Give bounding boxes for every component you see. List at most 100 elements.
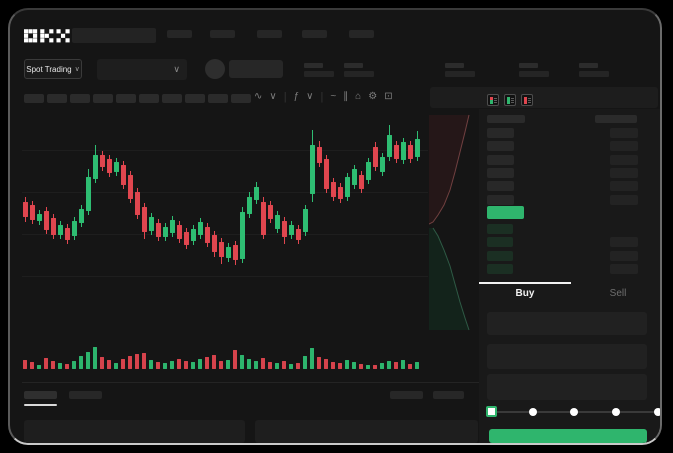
- slider-stop[interactable]: [570, 408, 579, 416]
- timeframe-button[interactable]: [208, 94, 228, 103]
- bid-row-amount[interactable]: [610, 237, 638, 247]
- candle: [261, 202, 266, 235]
- bid-row-price[interactable]: [487, 251, 513, 261]
- nav-item[interactable]: [349, 30, 374, 38]
- bottom-tab-underline: [24, 404, 57, 406]
- orderbook-buy-view-icon[interactable]: [504, 94, 516, 106]
- ask-row-price[interactable]: [487, 181, 514, 191]
- slider-stop[interactable]: [528, 408, 537, 416]
- app-window: Spot Trading ∨ ∨ ∿ ∨ | ƒ ∨ | ~ ∥ ⌂ ⚙ ⊡: [8, 8, 662, 445]
- candle: [282, 221, 287, 237]
- ask-row-price[interactable]: [487, 168, 514, 178]
- ask-row-amount[interactable]: [610, 168, 638, 178]
- bottom-action-placeholder[interactable]: [433, 391, 464, 399]
- volume-bar: [198, 359, 202, 369]
- chevron-down-icon[interactable]: ∨: [306, 91, 314, 102]
- ask-row-price[interactable]: [487, 155, 514, 165]
- ask-row-amount[interactable]: [610, 195, 638, 205]
- timeframe-button[interactable]: [24, 94, 44, 103]
- volume-bar: [72, 361, 76, 369]
- candle: [380, 157, 385, 172]
- volume-bar: [373, 365, 377, 369]
- ask-row-amount[interactable]: [610, 155, 638, 165]
- avatar[interactable]: [205, 59, 225, 79]
- volume-bar: [268, 362, 272, 369]
- depth-bids-line: [432, 227, 470, 331]
- timeframe-toolbar: [24, 94, 251, 103]
- timeframe-button[interactable]: [70, 94, 90, 103]
- pair-select[interactable]: ∨: [97, 59, 187, 80]
- account-placeholder[interactable]: [229, 60, 283, 78]
- orderbook-split-view-icon[interactable]: [487, 94, 499, 106]
- candle: [345, 177, 350, 197]
- candle: [30, 205, 35, 220]
- bid-row-price[interactable]: [487, 264, 513, 274]
- amount-input[interactable]: [487, 344, 647, 369]
- timeframe-button[interactable]: [185, 94, 205, 103]
- market-type-selector[interactable]: Spot Trading ∨: [24, 59, 82, 79]
- ask-row-price[interactable]: [487, 128, 514, 138]
- nav-item[interactable]: [257, 30, 282, 38]
- ask-row-amount[interactable]: [610, 181, 638, 191]
- timeframe-button[interactable]: [47, 94, 67, 103]
- orderbook-amount-header: [595, 115, 637, 123]
- timeframe-button[interactable]: [116, 94, 136, 103]
- ticker-stat: [579, 63, 609, 77]
- price-input[interactable]: [487, 312, 647, 335]
- volume-bar: [275, 363, 279, 369]
- colorbar: [506, 96, 510, 104]
- bid-row-price[interactable]: [487, 237, 513, 247]
- parallel-lines-icon[interactable]: ∥: [343, 91, 349, 102]
- depth-asks-area: [429, 115, 469, 224]
- volume-bar: [149, 360, 153, 369]
- orderbook-sell-view-icon[interactable]: [521, 94, 533, 106]
- snapshot-icon[interactable]: ⌂: [355, 91, 362, 102]
- bid-row-price[interactable]: [487, 224, 513, 234]
- candle: [65, 228, 70, 240]
- timeframe-button[interactable]: [139, 94, 159, 103]
- candle: [387, 135, 392, 157]
- volume-bar: [401, 360, 405, 369]
- slider-stop[interactable]: [653, 408, 660, 416]
- candlestick-chart[interactable]: [22, 117, 428, 339]
- timeframe-button[interactable]: [162, 94, 182, 103]
- timeframe-button[interactable]: [231, 94, 251, 103]
- okx-logo[interactable]: [24, 29, 70, 48]
- tab-buy[interactable]: Buy: [515, 288, 535, 299]
- ticker-stat: [445, 63, 475, 77]
- submit-buy-button[interactable]: [489, 429, 647, 443]
- line-tool-icon[interactable]: ~: [330, 91, 337, 102]
- ask-row-amount[interactable]: [610, 128, 638, 138]
- timeframe-button[interactable]: [93, 94, 113, 103]
- candle: [352, 169, 357, 185]
- volume-bar: [79, 356, 83, 369]
- ask-row-price[interactable]: [487, 141, 514, 151]
- nav-item[interactable]: [210, 30, 235, 38]
- fullscreen-icon[interactable]: ⊡: [384, 91, 393, 102]
- nav-item[interactable]: [302, 30, 327, 38]
- settings-icon[interactable]: ⚙: [368, 91, 378, 102]
- active-tab-indicator: [479, 282, 571, 284]
- volume-bar: [163, 363, 167, 369]
- bid-row-amount[interactable]: [610, 264, 638, 274]
- candle: [149, 217, 154, 231]
- volume-bar: [205, 357, 209, 369]
- slider-handle[interactable]: [486, 406, 497, 417]
- tab-sell[interactable]: Sell: [609, 288, 627, 299]
- total-input[interactable]: [487, 374, 647, 400]
- ask-row-price[interactable]: [487, 195, 514, 205]
- candlestick-style-icon[interactable]: ∿: [254, 91, 263, 102]
- volume-bar: [142, 353, 146, 369]
- slider-stop[interactable]: [612, 408, 621, 416]
- indicators-icon[interactable]: ƒ: [293, 91, 300, 102]
- header-search-placeholder[interactable]: [72, 28, 156, 43]
- bid-row-amount[interactable]: [610, 251, 638, 261]
- chevron-down-icon[interactable]: ∨: [269, 91, 277, 102]
- orderbook-last-price[interactable]: [487, 206, 524, 219]
- bottom-tab-active[interactable]: [24, 391, 57, 399]
- bottom-tab[interactable]: [69, 391, 102, 399]
- nav-item[interactable]: [167, 30, 192, 38]
- bottom-action-placeholder[interactable]: [390, 391, 423, 399]
- ask-row-amount[interactable]: [610, 141, 638, 151]
